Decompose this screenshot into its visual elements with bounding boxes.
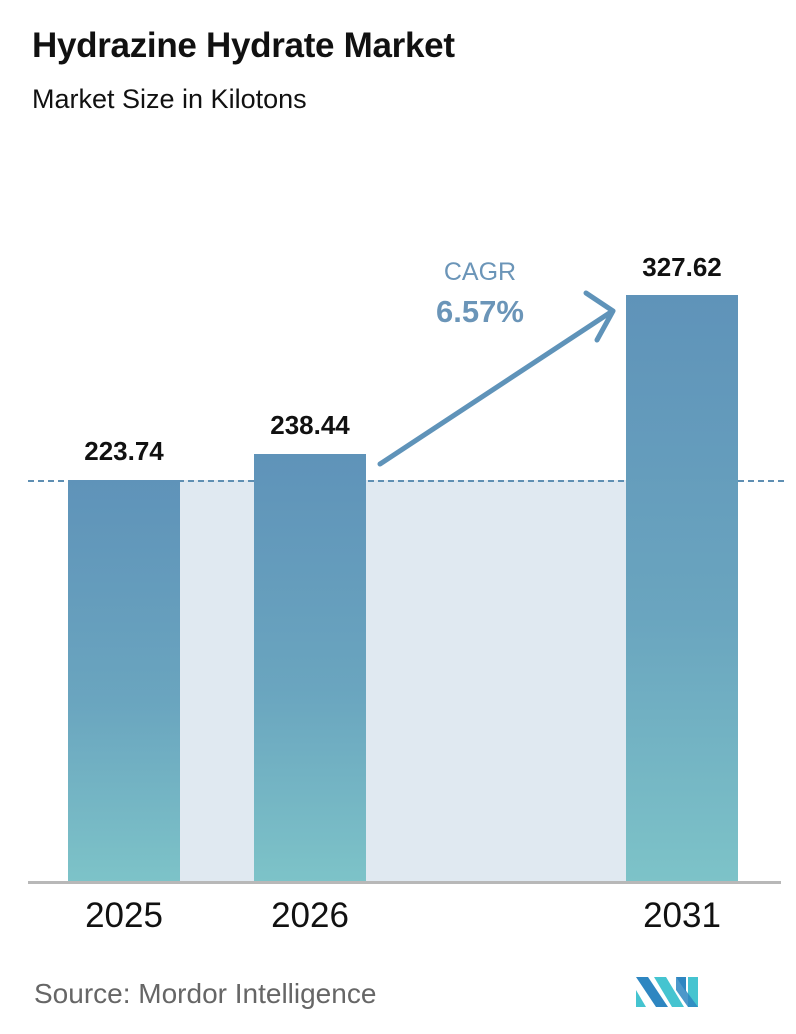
bar-2026 bbox=[254, 454, 366, 882]
value-label-2031: 327.62 bbox=[642, 252, 722, 282]
mordor-intelligence-logo-icon bbox=[636, 977, 698, 1007]
chart-subtitle: Market Size in Kilotons bbox=[32, 84, 307, 114]
cagr-label: CAGR bbox=[443, 258, 517, 286]
cagr-value: 6.57% bbox=[436, 294, 524, 329]
bar-2025 bbox=[68, 480, 180, 882]
value-label-2025: 223.74 bbox=[84, 436, 164, 466]
source-text: Source: Mordor Intelligence bbox=[34, 978, 377, 1009]
x-label-2025: 2025 bbox=[85, 896, 163, 935]
shaded-region bbox=[180, 480, 254, 882]
x-label-2026: 2026 bbox=[271, 896, 349, 935]
x-label-2031: 2031 bbox=[643, 896, 721, 935]
value-label-2026: 238.44 bbox=[270, 410, 350, 440]
shaded-region bbox=[366, 480, 626, 882]
chart-title: Hydrazine Hydrate Market bbox=[32, 26, 455, 65]
reference-dashed-line bbox=[28, 480, 784, 482]
x-axis-line bbox=[28, 881, 781, 884]
bar-2031 bbox=[626, 295, 738, 882]
